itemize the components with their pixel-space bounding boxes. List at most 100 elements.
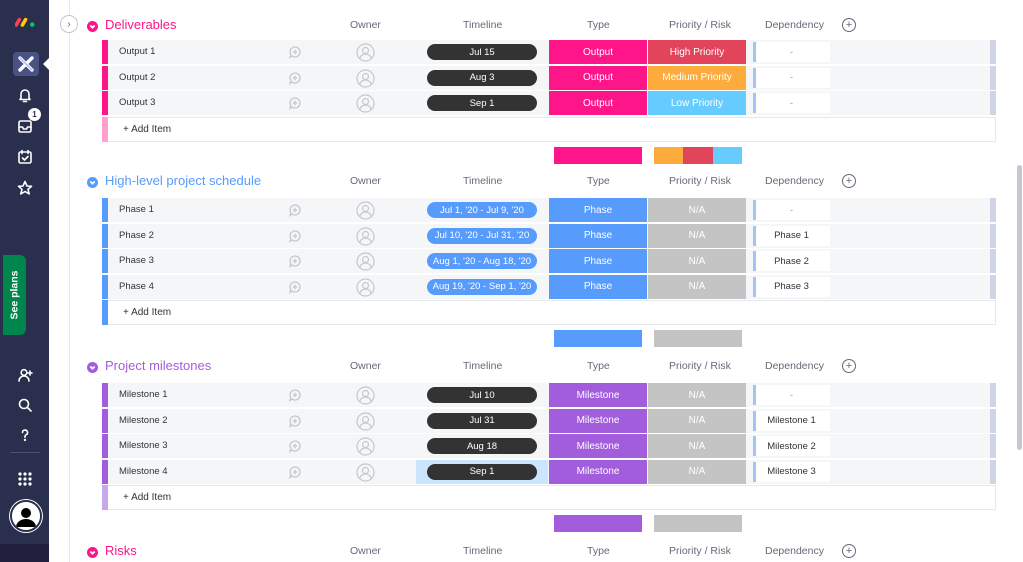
group-title[interactable]: Deliverables (105, 17, 177, 32)
add-update-icon[interactable] (288, 71, 302, 85)
table-row[interactable]: Milestone 2 Jul 31 Milestone N/A Milestone 1 (102, 408, 996, 434)
type-status[interactable]: Output (549, 91, 647, 115)
vertical-scrollbar[interactable] (1017, 165, 1022, 450)
invite-members-icon[interactable] (12, 362, 38, 388)
collapse-group-icon[interactable] (87, 362, 98, 373)
timeline-cell[interactable]: Aug 19, '20 - Sep 1, '20 (416, 275, 548, 299)
priority-status[interactable]: N/A (648, 274, 746, 299)
column-header-priority[interactable]: Priority / Risk (669, 175, 731, 187)
column-header-type[interactable]: Type (587, 545, 610, 557)
group-title[interactable]: Project milestones (105, 358, 212, 373)
add-item-label[interactable]: + Add Item (123, 492, 172, 503)
table-row[interactable]: Output 2 Aug 3 Output Medium Priority - (102, 65, 996, 91)
timeline-cell[interactable]: Jul 10 (416, 383, 548, 407)
type-status[interactable]: Milestone (549, 434, 647, 458)
priority-status[interactable]: Low Priority (648, 91, 746, 115)
item-name[interactable]: Output 2 (119, 71, 156, 83)
type-status[interactable]: Milestone (549, 408, 647, 433)
table-row[interactable]: Output 3 Sep 1 Output Low Priority - (102, 91, 996, 116)
table-row[interactable]: Milestone 4 Sep 1 Milestone N/A Milestone 3 (102, 459, 996, 485)
owner-avatar-icon[interactable] (356, 94, 375, 113)
column-header-type[interactable]: Type (587, 175, 610, 187)
add-update-icon[interactable] (288, 465, 302, 479)
column-header-timeline[interactable]: Timeline (463, 545, 503, 557)
dependency-cell[interactable]: Phase 1 (753, 225, 830, 246)
priority-summary-bar[interactable] (654, 146, 742, 164)
add-update-icon[interactable] (288, 96, 302, 111)
column-header-timeline[interactable]: Timeline (463, 360, 503, 372)
monday-logo-icon[interactable] (13, 8, 39, 34)
item-name[interactable]: Milestone 1 (119, 389, 168, 400)
priority-status[interactable]: N/A (648, 223, 746, 248)
column-header-type[interactable]: Type (587, 19, 610, 31)
owner-avatar-icon[interactable] (356, 462, 375, 482)
owner-avatar-icon[interactable] (356, 43, 375, 62)
type-summary-bar[interactable] (554, 146, 642, 164)
add-column-icon[interactable]: + (842, 359, 856, 373)
add-item-label[interactable]: + Add Item (123, 307, 172, 318)
table-row[interactable]: Milestone 3 Aug 18 Milestone N/A Milestone 2 (102, 434, 996, 459)
type-status[interactable]: Phase (549, 274, 647, 299)
type-status[interactable]: Phase (549, 198, 647, 222)
type-status[interactable]: Output (549, 65, 647, 90)
column-header-owner[interactable]: Owner (350, 360, 381, 372)
type-status[interactable]: Milestone (549, 383, 647, 407)
column-header-timeline[interactable]: Timeline (463, 19, 503, 31)
owner-avatar-icon[interactable] (356, 68, 375, 88)
owner-avatar-icon[interactable] (356, 226, 375, 246)
add-update-icon[interactable] (288, 229, 302, 243)
column-header-owner[interactable]: Owner (350, 175, 381, 187)
column-header-dependency[interactable]: Dependency (765, 545, 824, 557)
priority-summary-bar[interactable] (654, 330, 742, 347)
timeline-cell[interactable]: Jul 1, '20 - Jul 9, '20 (416, 198, 548, 222)
column-header-type[interactable]: Type (587, 360, 610, 372)
priority-status[interactable]: N/A (648, 383, 746, 407)
collapse-group-icon[interactable] (87, 21, 98, 32)
timeline-cell[interactable]: Sep 1 (416, 459, 548, 484)
owner-avatar-icon[interactable] (356, 411, 375, 431)
expand-panel-button[interactable]: › (60, 15, 78, 33)
table-row[interactable]: Phase 2 Jul 10, '20 - Jul 31, '20 Phase N/A… (102, 223, 996, 249)
dependency-cell[interactable]: - (753, 93, 830, 113)
timeline-cell[interactable]: Sep 1 (416, 91, 548, 115)
column-header-timeline[interactable]: Timeline (463, 175, 503, 187)
type-summary-bar[interactable] (554, 330, 642, 347)
priority-status[interactable]: N/A (648, 408, 746, 433)
owner-avatar-icon[interactable] (356, 201, 375, 220)
help-icon[interactable] (12, 422, 38, 448)
owner-avatar-icon[interactable] (356, 277, 375, 297)
group-title[interactable]: Risks (105, 543, 137, 558)
item-name[interactable]: Phase 2 (119, 229, 154, 241)
item-name[interactable]: Milestone 2 (119, 414, 168, 426)
priority-summary-bar[interactable] (654, 515, 742, 532)
timeline-cell[interactable]: Jul 31 (416, 409, 548, 433)
add-column-icon[interactable]: + (842, 18, 856, 32)
item-name[interactable]: Phase 1 (119, 204, 154, 215)
collapse-group-icon[interactable] (87, 177, 98, 188)
column-header-priority[interactable]: Priority / Risk (669, 360, 731, 372)
add-item-row[interactable]: + Add Item (102, 116, 996, 142)
owner-avatar-icon[interactable] (356, 252, 375, 271)
add-update-icon[interactable] (288, 203, 302, 218)
avatar-icon[interactable] (10, 500, 42, 532)
item-name[interactable]: Phase 4 (119, 280, 154, 292)
table-row[interactable]: Phase 4 Aug 19, '20 - Sep 1, '20 Phase N/A P… (102, 274, 996, 300)
column-header-owner[interactable]: Owner (350, 545, 381, 557)
item-name[interactable]: Output 1 (119, 46, 156, 57)
collapse-group-icon[interactable] (87, 547, 98, 558)
dependency-cell[interactable]: Milestone 3 (753, 461, 830, 482)
type-status[interactable]: Milestone (549, 459, 647, 484)
column-header-dependency[interactable]: Dependency (765, 19, 824, 31)
column-header-owner[interactable]: Owner (350, 19, 381, 31)
add-item-row[interactable]: + Add Item (102, 485, 996, 510)
dependency-cell[interactable]: Phase 3 (753, 276, 830, 297)
add-column-icon[interactable]: + (842, 174, 856, 188)
table-row[interactable]: Phase 1 Jul 1, '20 - Jul 9, '20 Phase N/A - (102, 198, 996, 223)
column-header-priority[interactable]: Priority / Risk (669, 19, 731, 31)
owner-avatar-icon[interactable] (356, 386, 375, 405)
priority-status[interactable]: High Priority (648, 40, 746, 64)
priority-status[interactable]: N/A (648, 434, 746, 458)
dependency-cell[interactable]: - (753, 200, 830, 220)
owner-avatar-icon[interactable] (356, 437, 375, 456)
search-icon[interactable] (12, 392, 38, 418)
